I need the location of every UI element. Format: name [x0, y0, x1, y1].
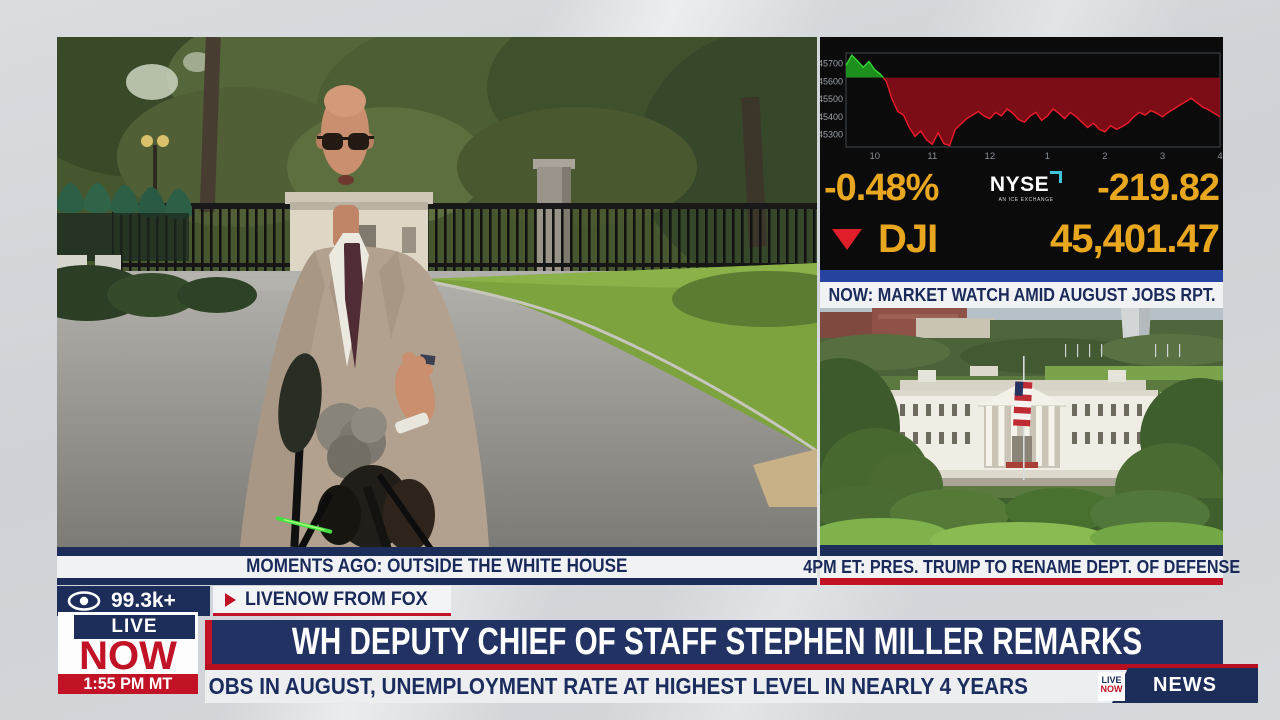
- svg-text:45600: 45600: [820, 76, 843, 86]
- news-label: NEWS: [1153, 674, 1217, 696]
- white-house-scene: [820, 308, 1223, 545]
- microphones: [275, 353, 435, 547]
- point-change: -219.82: [1097, 167, 1220, 209]
- headline-bar: WH DEPUTY CHIEF OF STAFF STEPHEN MILLER …: [205, 620, 1223, 664]
- news-badge: NEWS: [1112, 668, 1258, 703]
- index-last-price: 45,401.47: [1050, 217, 1220, 261]
- quote-row-change: -0.48% NYSE AN ICE EXCHANGE -219.82: [820, 165, 1223, 213]
- brand-tab: LIVENOW FROM FOX: [213, 586, 451, 616]
- mini-logo-bottom: NOW: [1100, 684, 1123, 694]
- svg-text:4: 4: [1217, 151, 1222, 162]
- play-icon: [225, 592, 236, 607]
- svg-text:1: 1: [1045, 151, 1050, 162]
- svg-text:45400: 45400: [820, 112, 843, 122]
- svg-text:10: 10: [869, 151, 880, 162]
- market-panel: 45700 45600 45500 45400 45300 10 11 12 1 2 3 4 -0.4…: [820, 37, 1223, 270]
- mini-logo-top: LIVE: [1101, 675, 1122, 685]
- svg-text:45300: 45300: [820, 130, 843, 140]
- wh-banner-bar: 4PM ET: PRES. TRUMP TO RENAME DEPT. OF D…: [803, 556, 1240, 578]
- main-caption-text: MOMENTS AGO: OUTSIDE THE WHITE HOUSE: [246, 556, 628, 577]
- svg-text:12: 12: [985, 151, 996, 162]
- wh-banner-bottom-strip: [820, 578, 1223, 585]
- logo-live-bar: LIVE: [74, 615, 195, 639]
- nyse-corner-icon: [1050, 171, 1063, 183]
- nyse-logo: NYSE AN ICE EXCHANGE: [978, 171, 1074, 211]
- flag-row: [1065, 344, 1181, 357]
- wh-banner-top-strip: [820, 545, 1223, 556]
- viewer-count: 99.3k+: [111, 589, 176, 612]
- quote-row-last: DJI 45,401.47: [820, 213, 1223, 265]
- nyse-label: NYSE: [989, 173, 1050, 196]
- nyse-subtext: AN ICE EXCHANGE: [998, 197, 1054, 203]
- svg-text:45700: 45700: [820, 59, 843, 69]
- wh-banner-text: 4PM ET: PRES. TRUMP TO RENAME DEPT. OF D…: [803, 556, 1240, 577]
- main-video: [57, 37, 817, 547]
- headline-text: WH DEPUTY CHIEF OF STAFF STEPHEN MILLER …: [292, 620, 1143, 663]
- logo-time-bar: 1:55 PM MT: [58, 674, 198, 694]
- market-banner-text: NOW: MARKET WATCH AMID AUGUST JOBS RPT.: [828, 284, 1215, 305]
- logo-time-text: 1:55 PM MT: [83, 674, 173, 693]
- main-caption-bar: MOMENTS AGO: OUTSIDE THE WHITE HOUSE: [57, 556, 817, 578]
- logo-now-text: NOW: [79, 634, 177, 678]
- logo-live-text: LIVE: [111, 616, 158, 637]
- livenow-mini-logo: LIVE NOW: [1098, 672, 1125, 701]
- us-flag: [1013, 381, 1033, 427]
- ticker-top-strip: [205, 664, 1258, 670]
- eye-icon: [67, 591, 101, 611]
- white-house-video: [820, 308, 1223, 545]
- market-banner-top-strip: [820, 270, 1223, 282]
- down-arrow-icon: [832, 229, 862, 250]
- svg-text:3: 3: [1160, 151, 1165, 162]
- index-symbol: DJI: [878, 217, 938, 261]
- main-caption-bottom-strip: [57, 578, 817, 585]
- brand-tab-label: LIVENOW FROM FOX: [245, 588, 428, 610]
- ticker-bar: OBS IN AUGUST, UNEMPLOYMENT RATE AT HIGH…: [205, 670, 1128, 703]
- ticker-text: OBS IN AUGUST, UNEMPLOYMENT RATE AT HIGH…: [208, 673, 1028, 699]
- svg-text:2: 2: [1102, 151, 1107, 162]
- viewer-count-bar: 99.3k+: [57, 586, 210, 616]
- market-banner-bar: NOW: MARKET WATCH AMID AUGUST JOBS RPT.: [820, 282, 1223, 308]
- pct-change: -0.48%: [824, 167, 939, 209]
- livenow-logo: LIVE NOW 1:55 PM MT: [58, 612, 198, 694]
- svg-text:45500: 45500: [820, 94, 843, 104]
- svg-text:11: 11: [927, 151, 937, 162]
- main-caption-top-strip: [57, 547, 817, 556]
- main-video-scene: [57, 37, 817, 547]
